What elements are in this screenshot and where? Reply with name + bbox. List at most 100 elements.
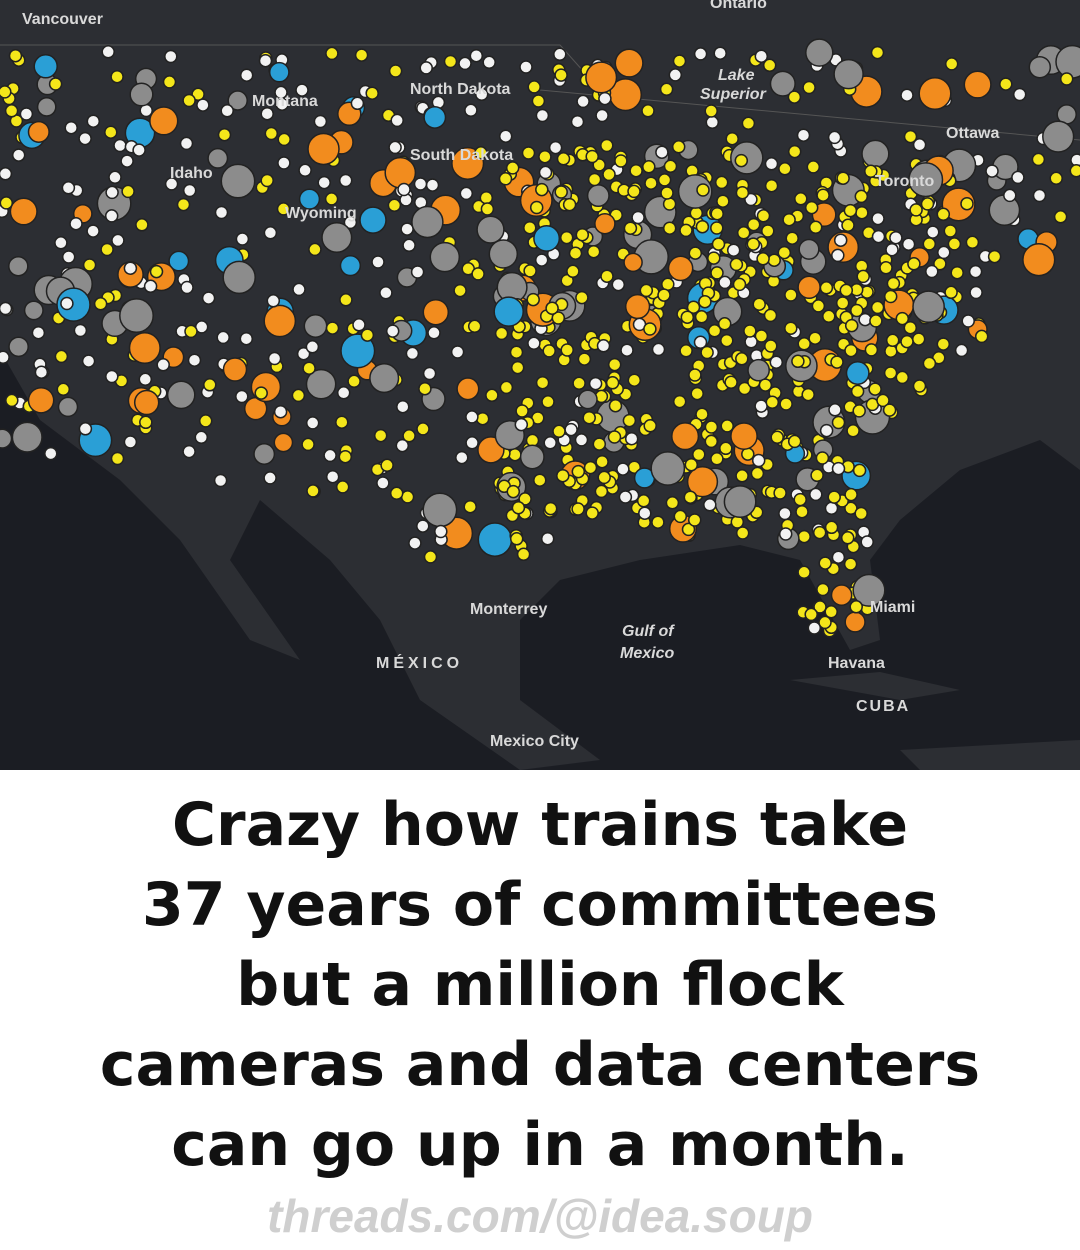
map-dot xyxy=(519,444,545,470)
map-dot xyxy=(556,152,571,166)
map-dot xyxy=(594,212,616,235)
map-dot xyxy=(347,374,361,389)
map-dot xyxy=(864,343,879,357)
map-dot xyxy=(317,175,331,190)
map-dot xyxy=(450,345,465,359)
map-dot xyxy=(844,318,859,333)
map-dot xyxy=(642,160,656,174)
map-dot xyxy=(379,286,393,300)
map-dot xyxy=(836,171,850,185)
map-dot xyxy=(586,184,610,208)
map-dot xyxy=(804,200,819,215)
map-dot xyxy=(841,218,855,233)
map-dot xyxy=(149,106,179,136)
map-dot xyxy=(720,333,734,348)
map-dot xyxy=(123,435,138,449)
map-dot xyxy=(735,352,749,366)
map-dot xyxy=(110,451,125,466)
map-dot xyxy=(845,361,870,385)
map-dot xyxy=(389,486,404,501)
map-dot xyxy=(8,336,29,358)
map-dot xyxy=(164,177,179,191)
map-dot xyxy=(543,436,557,450)
map-dot xyxy=(577,389,598,410)
map-dot xyxy=(82,258,97,272)
map-dot xyxy=(5,393,19,408)
map-dot xyxy=(854,506,868,521)
map-dot xyxy=(274,85,288,100)
map-dot xyxy=(534,253,549,267)
map-dot xyxy=(506,484,521,499)
map-dot xyxy=(104,209,119,223)
map-dot xyxy=(704,104,718,118)
map-dot xyxy=(508,447,522,462)
map-dot xyxy=(54,236,68,250)
map-dot xyxy=(475,411,490,426)
map-dot xyxy=(778,506,792,521)
map-dot xyxy=(677,174,713,209)
caption-line: 37 years of committees xyxy=(142,870,938,940)
map-dot xyxy=(784,288,798,302)
map-dot xyxy=(623,252,643,273)
map-dot xyxy=(474,146,488,160)
map-dot xyxy=(44,446,58,461)
map-dot xyxy=(698,294,712,309)
map-dot xyxy=(385,324,400,338)
map-dot xyxy=(260,173,274,188)
map-dot xyxy=(830,355,844,369)
map-dot xyxy=(222,357,248,382)
map-dot xyxy=(488,239,519,269)
map-dot xyxy=(156,358,170,372)
map-dot xyxy=(607,430,622,444)
map-dot xyxy=(791,354,805,369)
map-dot xyxy=(844,611,866,633)
map-label: Mexico City xyxy=(490,733,579,750)
map-dot xyxy=(681,522,696,537)
map-dot xyxy=(595,108,609,123)
map-dot xyxy=(182,444,196,459)
map-dot xyxy=(730,422,758,450)
map-dot xyxy=(818,556,832,570)
map-dot xyxy=(191,87,205,102)
map-dot xyxy=(798,238,820,260)
map-dot xyxy=(622,413,637,428)
map-dot xyxy=(360,328,375,342)
map-dot xyxy=(667,255,694,282)
map-label: Toronto xyxy=(875,173,934,190)
map-dot xyxy=(787,90,802,104)
map-dot xyxy=(830,584,853,606)
map-dot xyxy=(471,267,485,281)
map-dot xyxy=(600,138,614,153)
map-dot xyxy=(110,69,124,84)
map-dot xyxy=(659,82,674,97)
map-dot xyxy=(263,304,297,338)
map-dot xyxy=(133,389,160,416)
map-dot xyxy=(336,386,351,400)
map-dot xyxy=(925,264,939,279)
map-dot xyxy=(273,432,294,453)
map-dot xyxy=(335,415,349,429)
map-dot xyxy=(843,203,858,218)
map-dot xyxy=(844,487,858,502)
map-dot xyxy=(0,350,10,365)
map-dot xyxy=(797,565,811,580)
map-dot xyxy=(132,143,146,157)
map-dot xyxy=(48,77,63,91)
map-dot xyxy=(380,458,394,473)
map-dot xyxy=(746,217,761,232)
map-dot xyxy=(1042,120,1075,153)
map-dot xyxy=(657,288,671,302)
map-dot xyxy=(808,220,823,235)
map-dot xyxy=(879,261,893,275)
map-dot xyxy=(128,331,161,365)
map-dot xyxy=(509,532,524,546)
map-dot xyxy=(574,433,589,447)
map-dot xyxy=(713,46,727,60)
map-dot xyxy=(828,403,842,417)
map-label: Lake xyxy=(718,67,755,84)
map-dot xyxy=(11,148,26,162)
map-dot xyxy=(338,173,353,188)
map-dot xyxy=(305,340,320,354)
map-dot xyxy=(999,77,1013,91)
